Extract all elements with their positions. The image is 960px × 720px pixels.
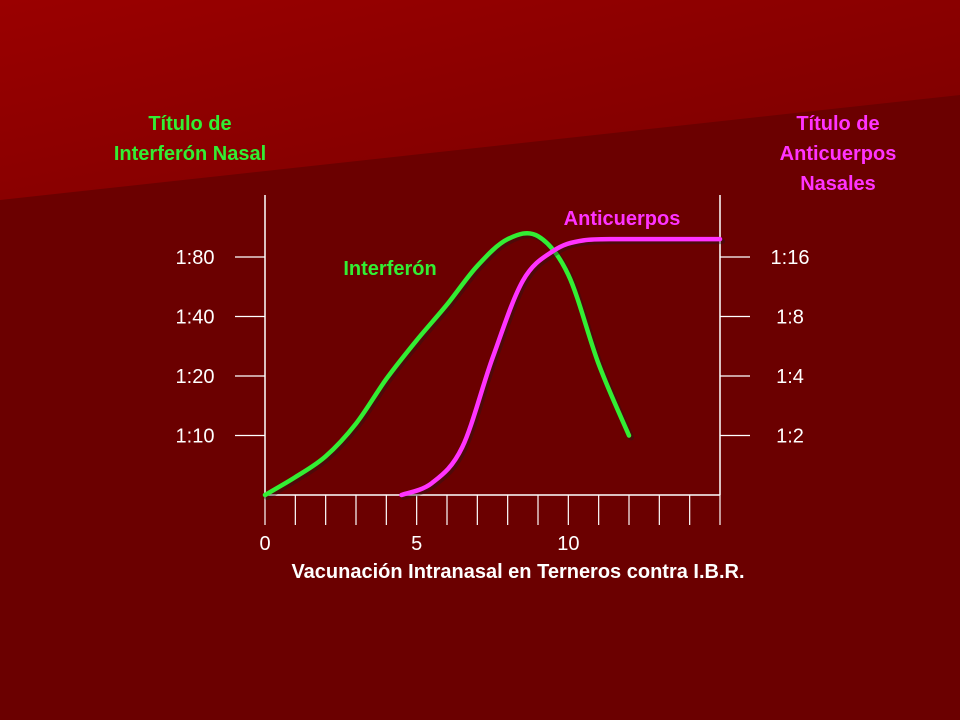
x-tick-label: 5 xyxy=(411,533,422,555)
y-right-tick-label: 1:16 xyxy=(771,247,810,269)
y-axis-title-right: Nasales xyxy=(800,173,876,195)
y-axis-title-left: Título de xyxy=(148,113,231,135)
y-right-tick-label: 1:4 xyxy=(776,366,804,388)
series-label-antibodies: Anticuerpos xyxy=(564,208,681,230)
y-right-tick-label: 1:8 xyxy=(776,307,804,329)
y-right-tick-label: 1:2 xyxy=(776,426,804,448)
y-axis-title-right: Anticuerpos xyxy=(780,143,897,165)
chart-ticks xyxy=(235,256,750,525)
y-left-tick-label: 1:20 xyxy=(176,366,215,388)
y-axis-title-right: Título de xyxy=(796,113,879,135)
x-tick-label: 10 xyxy=(557,533,579,555)
x-axis-title: Vacunación Intranasal en Terneros contra… xyxy=(291,561,744,583)
y-left-tick-label: 1:10 xyxy=(176,426,215,448)
chart-series xyxy=(262,230,725,500)
series-line-interferon xyxy=(262,230,632,498)
y-left-tick-label: 1:40 xyxy=(176,307,215,329)
x-tick-label: 0 xyxy=(259,533,270,555)
series-line-antibodies-shadow xyxy=(400,238,725,500)
series-label-interferon: Interferón xyxy=(343,258,436,280)
y-axis-title-left: Interferón Nasal xyxy=(114,143,266,165)
chart-labels: 0 5 10 1:10 1:20 1:40 1:80 1:2 1:4 1:8 1:16 Interfe… xyxy=(114,113,896,583)
y-left-tick-label: 1:80 xyxy=(176,247,215,269)
chart-axes xyxy=(264,195,721,496)
series-line-antibodies xyxy=(399,236,723,498)
